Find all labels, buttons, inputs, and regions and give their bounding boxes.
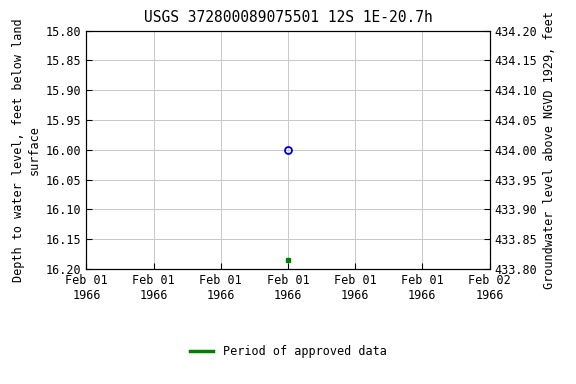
Y-axis label: Depth to water level, feet below land
surface: Depth to water level, feet below land su… — [12, 18, 40, 281]
Legend: Period of approved data: Period of approved data — [185, 341, 391, 363]
Title: USGS 372800089075501 12S 1E-20.7h: USGS 372800089075501 12S 1E-20.7h — [143, 10, 433, 25]
Y-axis label: Groundwater level above NGVD 1929, feet: Groundwater level above NGVD 1929, feet — [543, 11, 556, 289]
